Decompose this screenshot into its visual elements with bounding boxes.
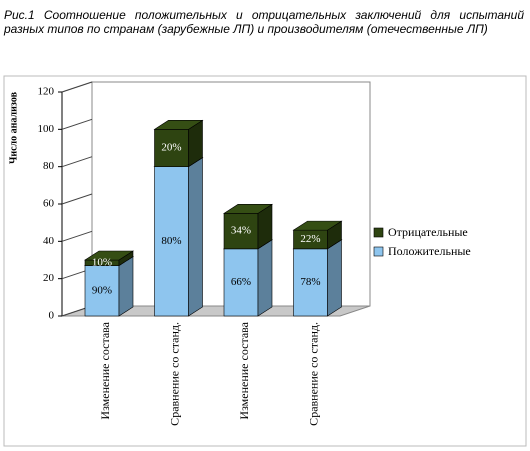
bar-front (293, 248, 328, 317)
x-tick-label: Изменение состава (237, 321, 251, 419)
legend-label: Положительные (388, 244, 471, 258)
bar-segment (153, 157, 204, 317)
bar-top (222, 204, 274, 214)
bar-side (327, 239, 342, 317)
bar-segment (292, 239, 343, 317)
bar-segment (153, 119, 204, 168)
bar-side (118, 256, 134, 317)
bar-top (292, 220, 343, 231)
bar-top (83, 250, 135, 261)
x-tick-label: Изменение состава (98, 321, 112, 419)
y-tick-label: 80 (43, 160, 55, 172)
grid-line (61, 230, 93, 242)
y-axis-title: Число анализов (8, 91, 19, 164)
data-label: 34% (231, 225, 251, 237)
bar-side (257, 239, 273, 317)
x-tick-label: Сравнение со станд. (167, 322, 181, 426)
y-tick-label: 100 (38, 123, 55, 135)
data-label: 78% (300, 276, 320, 288)
bar-segment (222, 203, 274, 250)
y-tick-label: 0 (49, 310, 55, 322)
x-tick-label: Сравнение со станд. (306, 322, 320, 426)
legend-label: Отрицательные (388, 225, 468, 239)
bar-front (223, 213, 259, 250)
bar-front (154, 166, 189, 317)
y-tick-label: 60 (43, 198, 55, 210)
grid-line (61, 193, 93, 205)
bar-segment (83, 250, 135, 267)
chart-title: Рис.1 Соотношение положительных и отрица… (4, 8, 524, 36)
bar-segment (83, 256, 135, 317)
data-label: 90% (92, 284, 112, 296)
grid-line (61, 156, 93, 168)
data-label: 10% (92, 256, 112, 268)
chart-frame (3, 75, 527, 447)
legend-swatch (373, 246, 384, 257)
grid-line (61, 118, 93, 130)
bar-front (154, 129, 189, 167)
data-label: 66% (231, 276, 251, 288)
bar-side (188, 157, 203, 317)
data-label: 22% (300, 233, 320, 245)
data-label: 80% (161, 235, 181, 247)
bar-front (84, 265, 120, 317)
data-label: 20% (161, 142, 181, 154)
legend-swatch (373, 227, 384, 238)
y-tick-label: 40 (43, 235, 55, 247)
y-tick-label: 20 (43, 272, 55, 284)
bar-front (223, 248, 259, 317)
grid-line (61, 81, 93, 93)
bar-segment (292, 220, 343, 250)
y-tick-label: 120 (38, 86, 55, 98)
bar-top (153, 120, 204, 130)
